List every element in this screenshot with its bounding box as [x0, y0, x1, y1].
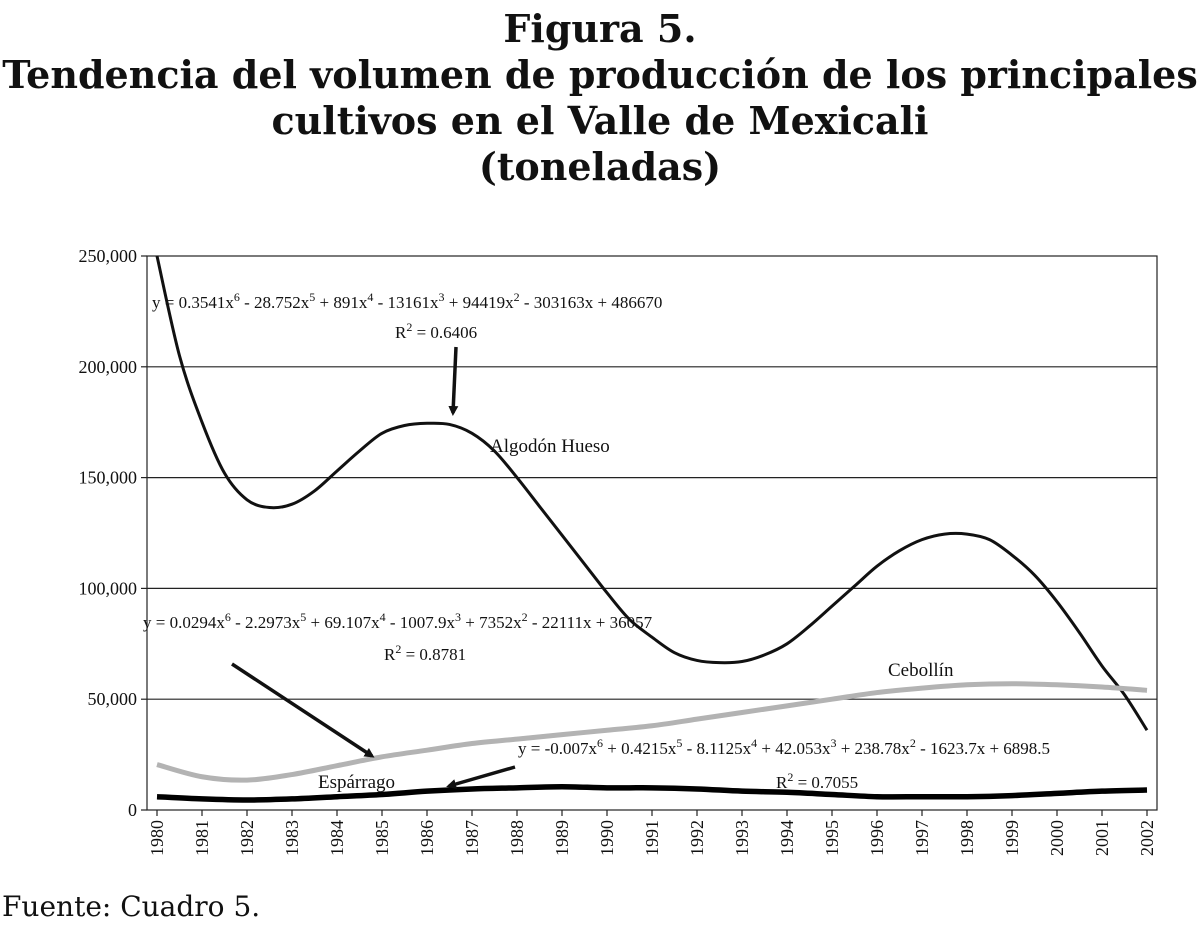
x-tick-label: 1995 [822, 820, 842, 856]
series-line-3 [156, 783, 1148, 803]
x-tick-label: 1981 [192, 820, 212, 856]
algodon-equation: y = 0.3541x6 - 28.752x5 + 891x4 - 13161x… [152, 290, 662, 312]
x-tick-label: 1992 [687, 820, 707, 856]
series-group [155, 255, 1149, 803]
x-tick-label: 1996 [867, 820, 887, 856]
x-tick-label: 1988 [507, 820, 527, 856]
x-tick-label: 1985 [372, 820, 392, 856]
source-note: Fuente: Cuadro 5. [2, 890, 261, 923]
cebollin-label: Cebollín [888, 660, 954, 681]
x-tick-label: 1991 [642, 820, 662, 856]
annotations: Algodón Hueso Cebollín Espárrago y = 0.3541… [143, 290, 1050, 793]
cebollin-equation: y = 0.0294x6 - 2.2973x5 + 69.107x4 - 100… [143, 610, 653, 632]
x-tick-label: 1998 [957, 820, 977, 856]
arrow-cebollin [231, 662, 375, 758]
x-tick-label: 1997 [912, 820, 932, 856]
esparrago-r2: R2 = 0.7055 [776, 770, 858, 792]
y-tick-label: 150,000 [79, 468, 138, 488]
x-tick-label: 2002 [1137, 820, 1157, 856]
x-tick-label: 1983 [282, 820, 302, 856]
y-tick-label: 50,000 [88, 689, 138, 709]
figure-title-line2: cultivos en el Valle de Mexicali [271, 98, 929, 143]
algodon-r2: R2 = 0.6406 [395, 320, 477, 342]
y-tick-label: 250,000 [79, 246, 138, 266]
figure-number: Figura 5. [503, 6, 697, 51]
axes: 0 50,000 100,000 150,000 200,000 250,000 1980 1… [79, 246, 1158, 856]
x-tick-label: 1993 [732, 820, 752, 856]
esparrago-equation: y = -0.007x6 + 0.4215x5 - 8.1125x4 + 42.… [518, 736, 1050, 758]
x-tick-label: 2001 [1092, 820, 1112, 856]
y-tick-label: 200,000 [79, 357, 138, 377]
y-tick-label: 100,000 [79, 578, 138, 598]
series-line-1 [155, 255, 1149, 732]
x-tick-label: 1982 [237, 820, 257, 856]
x-tick-label: 1984 [327, 820, 347, 856]
x-tick-label: 2000 [1047, 820, 1067, 856]
x-tick-label: 1986 [417, 820, 437, 856]
x-tick-label: 1990 [597, 820, 617, 856]
gridlines [147, 366, 1157, 700]
arrow-esparrago [446, 765, 516, 789]
x-tick-label: 1989 [552, 820, 572, 856]
x-tick-label: 1987 [462, 820, 482, 856]
y-tick-label: 0 [128, 800, 137, 820]
algodon-label: Algodón Hueso [490, 436, 610, 457]
series-line-2 [156, 681, 1148, 783]
esparrago-label: Espárrago [318, 772, 395, 793]
cebollin-r2: R2 = 0.8781 [384, 642, 466, 664]
figure-unit: (toneladas) [478, 144, 722, 189]
x-tick-label: 1994 [777, 820, 797, 856]
arrow-algodon [448, 346, 459, 416]
x-tick-label: 1980 [147, 820, 167, 856]
x-tick-label: 1999 [1002, 820, 1022, 856]
figure-title-line1: Tendencia del volumen de producción de l… [2, 52, 1198, 97]
